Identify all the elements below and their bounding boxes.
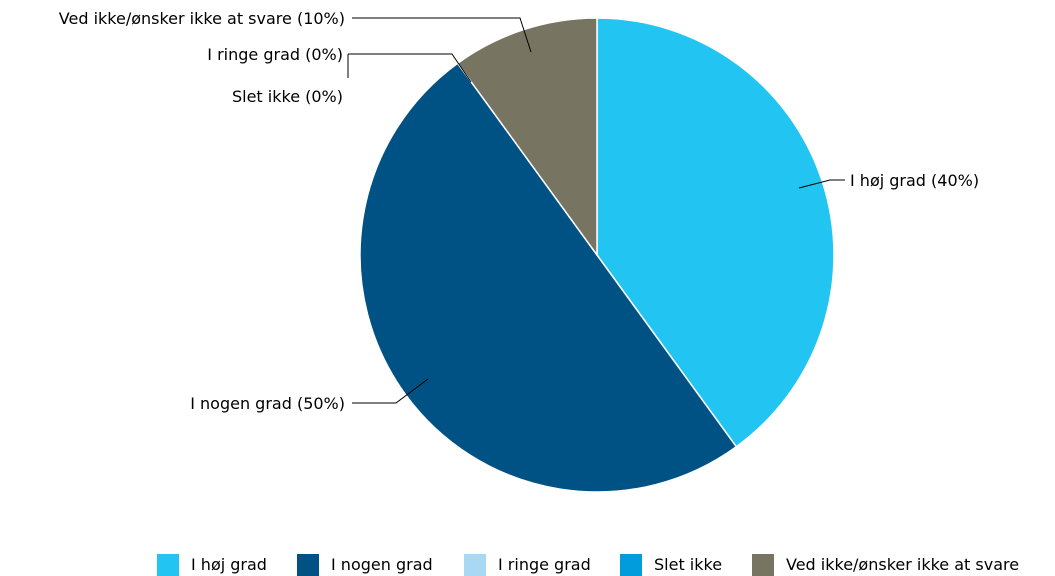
legend-item-i-ringe-grad[interactable]: I ringe grad bbox=[464, 554, 591, 576]
legend-swatch-ved-ikke bbox=[752, 554, 774, 576]
legend-label-i-hoj-grad: I høj grad bbox=[191, 555, 267, 574]
legend-item-ved-ikke[interactable]: Ved ikke/ønsker ikke at svare bbox=[752, 554, 1019, 576]
legend-item-i-nogen-grad[interactable]: I nogen grad bbox=[297, 554, 433, 576]
legend: I høj grad I nogen grad I ringe grad Sle… bbox=[157, 554, 1019, 576]
legend-label-ved-ikke: Ved ikke/ønsker ikke at svare bbox=[786, 555, 1019, 574]
legend-label-i-ringe-grad: I ringe grad bbox=[498, 555, 591, 574]
label-leader-i-hoj-grad bbox=[798, 179, 845, 189]
slice-label-i-hoj-grad: I høj grad (40%) bbox=[850, 171, 979, 190]
legend-swatch-i-ringe-grad bbox=[464, 554, 486, 576]
slice-label-i-ringe-grad: I ringe grad (0%) bbox=[207, 45, 343, 64]
legend-swatch-i-hoj-grad bbox=[157, 554, 179, 576]
pie-slice-1[interactable] bbox=[359, 62, 738, 493]
pie-slices bbox=[359, 17, 835, 493]
slice-label-i-nogen-grad: I nogen grad (50%) bbox=[190, 394, 345, 413]
legend-swatch-i-nogen-grad bbox=[297, 554, 319, 576]
legend-label-slet-ikke: Slet ikke bbox=[654, 555, 722, 574]
legend-swatch-slet-ikke bbox=[620, 554, 642, 576]
label-leader-i-nogen-grad bbox=[352, 378, 429, 404]
legend-item-slet-ikke[interactable]: Slet ikke bbox=[620, 554, 722, 576]
legend-item-i-hoj-grad[interactable]: I høj grad bbox=[157, 554, 267, 576]
slice-labels: I høj grad (40%) I nogen grad (50%) I ri… bbox=[59, 9, 979, 413]
slice-label-slet-ikke: Slet ikke (0%) bbox=[232, 87, 343, 106]
legend-label-i-nogen-grad: I nogen grad bbox=[331, 555, 433, 574]
slice-label-ved-ikke: Ved ikke/ønsker ikke at svare (10%) bbox=[59, 9, 345, 28]
label-leader-ved-ikke bbox=[352, 17, 532, 53]
label-leader-i-ringe-grad bbox=[348, 53, 472, 83]
